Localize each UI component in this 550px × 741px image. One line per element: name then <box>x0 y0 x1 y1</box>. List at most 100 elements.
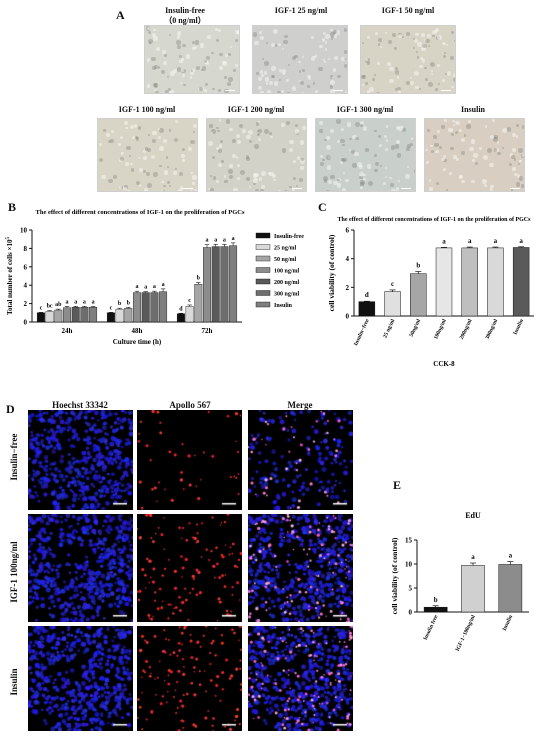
chart-b-legend-swatch <box>255 244 271 250</box>
micrograph-image-4 <box>206 118 307 192</box>
chart-e-bar <box>423 606 448 613</box>
chart-b-sig-letter: a <box>223 237 226 243</box>
micrograph-image-5 <box>315 118 416 192</box>
chart-b-bar <box>220 246 229 323</box>
chart-b-bar <box>211 246 220 323</box>
chart-b-category-label: 48h <box>132 327 143 335</box>
chart-e-sig-letter: a <box>471 553 475 561</box>
chart-e: EdU 0 5 10 15 cell viability (of control) b Ins… <box>390 511 529 652</box>
chart-e-title: EdU <box>465 511 481 520</box>
chart-b-bar <box>80 307 89 323</box>
chart-c-category-label: 25 ng/ml <box>382 318 396 339</box>
chart-b-legend-label: 300 ng/ml <box>274 292 300 298</box>
chart-c-ytick-label: 6 <box>346 227 350 235</box>
chart-b-legend-label: 50 ng/ml <box>274 257 297 263</box>
chart-c-bar <box>410 273 427 317</box>
chart-c: The effect of different concentrations o… <box>327 217 534 368</box>
fluor-hoechst-igf1 <box>28 514 133 622</box>
chart-b-legend-swatch <box>255 267 271 273</box>
chart-e-sig-letter: a <box>509 552 513 560</box>
chart-e-bar <box>498 564 523 613</box>
micrograph-image-1 <box>252 25 348 94</box>
fluor-merge-insulin <box>248 626 353 731</box>
chart-c-sig-letter: b <box>416 262 420 270</box>
chart-b-bar <box>133 292 141 323</box>
chart-b-legend-label: 25 ng/ml <box>274 246 297 252</box>
chart-b-sig-letter: a <box>74 299 77 305</box>
micrograph-label-1: IGF-1 25 ng/ml <box>274 6 328 15</box>
panel-letter-e: E <box>393 478 402 492</box>
chart-b-xlabel: Culture time (h) <box>113 338 162 346</box>
chart-b-bar <box>71 307 80 323</box>
chart-b-ytick-label: 0 <box>24 319 28 327</box>
micrograph-label-0: Insulin-free <box>165 6 205 15</box>
micrograph-label-3: IGF-1 100 ng/ml <box>118 105 176 114</box>
chart-c-sig-letter: a <box>468 237 472 245</box>
chart-b-ytick-label: 2 <box>24 300 28 308</box>
micrograph-image-2 <box>360 25 456 94</box>
chart-e-category-label: Insulin free <box>423 614 440 641</box>
chart-b-legend-swatch <box>255 290 271 296</box>
micrograph-image-6 <box>424 118 525 192</box>
micrograph-label-2: IGF-1 50 ng/ml <box>381 6 435 15</box>
fluor-row-label-0: Insulin−free <box>9 433 19 481</box>
chart-b-sig-letter: a <box>153 284 156 290</box>
chart-c-category-label: 200ng/ml <box>459 318 474 341</box>
fluor-row-label-1: IGF-1 100ng/ml <box>9 541 19 603</box>
chart-e-ylabel: cell viability (of control) <box>390 537 399 614</box>
fluor-hoechst-insulin <box>28 626 133 731</box>
chart-b-bar <box>194 284 203 323</box>
chart-c-ytick-label: 0 <box>346 313 350 321</box>
panel-letter-b: B <box>8 200 17 214</box>
chart-c-bar <box>435 247 453 317</box>
chart-b-sig-letter: ab <box>55 302 62 308</box>
chart-e-ytick-label: 0 <box>409 609 413 617</box>
chart-b-sig-letter: a <box>214 237 217 243</box>
chart-c-sig-letter: a <box>442 237 446 245</box>
chart-c-category-label: 50ng/ml <box>409 318 423 338</box>
chart-b-bar <box>124 307 133 323</box>
chart-b-bar <box>185 306 194 323</box>
chart-c-sig-letter: c <box>391 280 394 288</box>
chart-b-category-label: 24h <box>62 327 73 335</box>
fluor-row-label-2: Insulin <box>9 668 19 696</box>
chart-b-sig-letter: a <box>144 285 147 291</box>
chart-b-sig-letter: d <box>179 306 183 312</box>
chart-b-sig-letter: b <box>118 301 122 307</box>
chart-b-bar <box>203 247 211 323</box>
chart-c-bar <box>487 247 504 317</box>
micrograph-label-4: IGF-1 200 ng/ml <box>227 105 285 114</box>
fluor-hoechst-insulin-free <box>28 410 133 510</box>
chart-c-ytick-label: 2 <box>346 284 350 292</box>
chart-c-title: The effect of different concentrations o… <box>338 217 532 223</box>
chart-b-bar <box>159 291 168 323</box>
fluor-apollo-igf1 <box>137 514 242 622</box>
chart-c-bar <box>461 247 478 317</box>
micrograph-label-6: Insulin <box>460 105 486 114</box>
chart-c-xlabel: CCK-8 <box>433 360 455 368</box>
chart-c-category-label: Insulin <box>513 318 525 336</box>
chart-c-sig-letter: d <box>365 291 369 299</box>
chart-e-bar <box>461 565 485 613</box>
chart-e-sig-letter: b <box>434 596 438 604</box>
chart-b-ylabel-sup: 5 <box>6 236 11 239</box>
chart-b-bar <box>176 313 185 323</box>
chart-b-title: The effect of different concentrations o… <box>36 209 245 216</box>
chart-b-legend-swatch <box>255 301 271 308</box>
chart-b-sig-letter: c <box>188 298 191 304</box>
chart-b-sig-letter: a <box>66 299 69 305</box>
chart-b-sig-letter: a <box>162 282 165 288</box>
chart-b-bar <box>36 312 45 323</box>
fluor-merge-insulin-free <box>248 410 353 510</box>
chart-c-category-label: 300ng/ml <box>485 318 500 341</box>
fluor-col-label-2: Merge <box>287 400 313 410</box>
chart-b-bar <box>141 292 150 323</box>
fluor-apollo-insulin <box>137 626 242 731</box>
chart-e-ytick-label: 5 <box>409 585 413 593</box>
chart-e-ytick-label: 10 <box>405 561 413 569</box>
panel-letter-d: D <box>6 402 15 416</box>
chart-b-bar <box>150 292 159 323</box>
micrograph-image-0 <box>144 25 240 94</box>
chart-b-legend-swatch <box>255 232 271 239</box>
chart-e-ytick-label: 15 <box>405 537 413 545</box>
